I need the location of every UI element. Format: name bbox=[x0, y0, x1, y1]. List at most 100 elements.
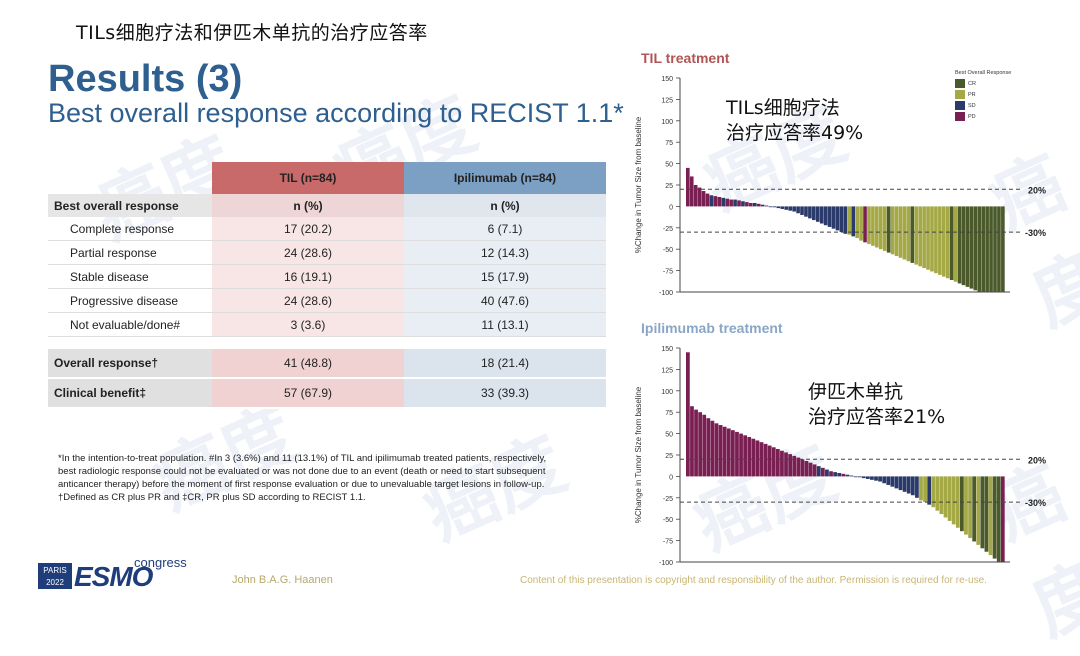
waterfall-bar bbox=[755, 440, 760, 477]
waterfall-bar bbox=[745, 202, 749, 207]
waterfall-bar bbox=[857, 476, 862, 478]
footnote-line: anticancer therapy) before the moment of… bbox=[58, 479, 545, 490]
y-tick-label: 50 bbox=[665, 162, 673, 169]
waterfall-bar bbox=[849, 475, 854, 477]
waterfall-bar bbox=[780, 206, 785, 209]
footnotes: *In the intention-to-treat population. #… bbox=[58, 452, 588, 504]
waterfall-bar bbox=[788, 206, 793, 211]
waterfall-bar bbox=[886, 206, 891, 253]
waterfall-bar bbox=[735, 431, 739, 477]
legend-label: CR bbox=[968, 80, 976, 87]
waterfall-bar bbox=[923, 476, 927, 503]
logo-name: ESMO bbox=[74, 561, 153, 592]
table-row: Progressive disease 24 (28.6) 40 (47.6) bbox=[48, 288, 606, 313]
waterfall-bar bbox=[989, 206, 993, 292]
reference-line-label: -30% bbox=[1025, 498, 1046, 508]
waterfall-bar bbox=[902, 476, 907, 492]
waterfall-bar bbox=[955, 476, 960, 528]
waterfall-bar bbox=[729, 199, 733, 207]
waterfall-bar bbox=[771, 447, 776, 477]
waterfall-bar bbox=[863, 206, 867, 243]
waterfall-bar bbox=[874, 476, 878, 481]
waterfall-bar bbox=[938, 206, 942, 275]
table-cell: 18 (21.4) bbox=[404, 349, 606, 379]
logo-year: 2022 bbox=[46, 578, 64, 587]
footnote-line: best radiologic response could not be ev… bbox=[58, 466, 546, 477]
waterfall-bar bbox=[721, 197, 726, 207]
til-chart-title: TIL treatment bbox=[641, 50, 730, 66]
y-tick-label: 125 bbox=[661, 97, 673, 104]
y-tick-label: -75 bbox=[663, 269, 673, 276]
waterfall-bar bbox=[906, 476, 911, 494]
waterfall-bar bbox=[845, 474, 850, 477]
waterfall-bar bbox=[689, 176, 694, 207]
waterfall-bar bbox=[973, 206, 978, 291]
waterfall-bar bbox=[961, 206, 966, 286]
table-row: Partial response 24 (28.6) 12 (14.3) bbox=[48, 240, 606, 265]
waterfall-bar bbox=[957, 206, 962, 284]
waterfall-bar bbox=[886, 476, 891, 485]
footnote-line: *In the intention-to-treat population. #… bbox=[58, 453, 547, 464]
y-tick-label: 0 bbox=[669, 474, 673, 481]
waterfall-bar bbox=[751, 438, 756, 477]
waterfall-bar bbox=[713, 196, 718, 207]
waterfall-bar bbox=[833, 472, 837, 477]
y-tick-label: 25 bbox=[665, 453, 673, 460]
waterfall-bar bbox=[743, 435, 748, 477]
waterfall-bar bbox=[752, 202, 757, 207]
legend-swatch bbox=[955, 79, 965, 88]
waterfall-bar bbox=[945, 206, 950, 279]
waterfall-bar bbox=[935, 476, 940, 511]
y-tick-label: 0 bbox=[669, 204, 673, 211]
waterfall-bar bbox=[927, 476, 932, 505]
y-tick-label: 75 bbox=[665, 410, 673, 417]
logo-city-badge: PARIS 2022 bbox=[38, 563, 72, 589]
y-tick-label: -75 bbox=[663, 539, 673, 546]
waterfall-bar bbox=[739, 433, 743, 477]
table-cell: Progressive disease bbox=[48, 288, 212, 313]
waterfall-bar bbox=[1000, 476, 1005, 562]
waterfall-bar bbox=[737, 200, 741, 207]
table-summary-row: Clinical benefit‡ 57 (67.9) 33 (39.3) bbox=[48, 378, 606, 409]
waterfall-bar bbox=[804, 460, 809, 477]
table-row: Stable disease 16 (19.1) 15 (17.9) bbox=[48, 264, 606, 289]
waterfall-bar bbox=[709, 195, 714, 207]
waterfall-bar bbox=[981, 206, 985, 292]
waterfall-bar bbox=[800, 459, 805, 477]
waterfall-bar bbox=[686, 352, 690, 477]
table-header-cell bbox=[48, 162, 212, 194]
table-cell: 6 (7.1) bbox=[404, 217, 606, 241]
waterfall-bar bbox=[964, 476, 968, 535]
waterfall-bar bbox=[871, 206, 875, 246]
waterfall-bar bbox=[890, 206, 895, 255]
waterfall-bar bbox=[878, 206, 883, 250]
slide-subtitle: Best overall response according to RECIS… bbox=[48, 98, 624, 128]
y-tick-label: -50 bbox=[663, 517, 673, 524]
legend-item-sd: SD bbox=[955, 101, 976, 111]
annotation-line: 治疗应答率49% bbox=[726, 122, 864, 144]
slide-title: Results (3) bbox=[48, 58, 243, 100]
y-tick-label: -25 bbox=[663, 496, 673, 503]
reference-line-label: 20% bbox=[1028, 455, 1046, 465]
waterfall-bar bbox=[698, 412, 703, 477]
waterfall-bar bbox=[980, 476, 985, 549]
waterfall-bar bbox=[764, 205, 769, 207]
waterfall-bar bbox=[972, 476, 977, 542]
waterfall-bar bbox=[847, 206, 852, 235]
table-summary-row: Overall response† 41 (48.8) 18 (21.4) bbox=[48, 349, 606, 379]
waterfall-bar bbox=[926, 206, 930, 270]
waterfall-bar bbox=[710, 420, 715, 477]
legend-item-pd: PD bbox=[955, 112, 976, 122]
waterfall-bar bbox=[837, 472, 842, 477]
ipilimumab-chart-title: Ipilimumab treatment bbox=[641, 320, 783, 336]
waterfall-bar bbox=[816, 466, 821, 477]
table-cell: 24 (28.6) bbox=[212, 240, 404, 265]
table-row: Complete response 17 (20.2) 6 (7.1) bbox=[48, 217, 606, 241]
waterfall-bar bbox=[902, 206, 907, 260]
waterfall-bar bbox=[812, 464, 817, 477]
legend-title: Best Overall Response bbox=[955, 70, 1012, 76]
waterfall-bar bbox=[919, 476, 923, 501]
waterfall-bar bbox=[784, 452, 788, 477]
waterfall-bar bbox=[756, 203, 761, 207]
legend-item-cr: CR bbox=[955, 79, 976, 89]
